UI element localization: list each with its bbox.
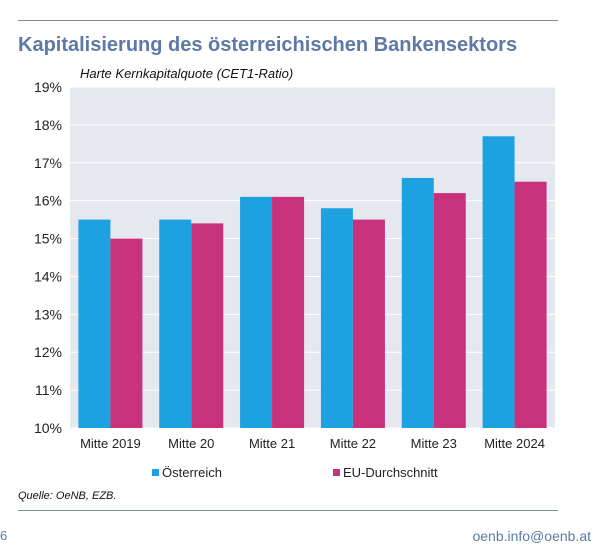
y-axis-ticks: 10% 11% 12% 13% 14% 15% 16% 17% 18% 19% <box>34 79 62 436</box>
y-tick-label: 13% <box>34 306 62 322</box>
bars <box>78 136 547 428</box>
x-axis-categories: Mitte 2019 Mitte 20 Mitte 21 Mitte 22 Mitte … <box>80 436 545 451</box>
y-tick-label: 19% <box>34 79 62 95</box>
y-tick-label: 11% <box>35 382 62 398</box>
bottom-rule <box>18 510 558 511</box>
y-tick-label: 10% <box>34 420 62 436</box>
chart-subtitle: Harte Kernkapitalquote (CET1-Ratio) <box>80 66 294 81</box>
y-tick-label: 16% <box>34 193 62 209</box>
x-category-label: Mitte 2019 <box>80 436 141 451</box>
x-category-label: Mitte 20 <box>168 436 214 451</box>
y-tick-label: 14% <box>34 268 62 284</box>
bar-oesterreich <box>401 177 434 428</box>
legend-label-eu-durchschnitt: EU-Durchschnitt <box>343 465 438 480</box>
bar-oesterreich <box>482 136 515 428</box>
x-category-label: Mitte 21 <box>249 436 295 451</box>
y-tick-label: 17% <box>34 155 62 171</box>
y-tick-label: 15% <box>34 231 62 247</box>
legend-label-oesterreich: Österreich <box>162 465 222 480</box>
x-category-label: Mitte 23 <box>411 436 457 451</box>
bar-oesterreich <box>240 196 273 428</box>
bar-oesterreich <box>78 219 111 428</box>
top-rule <box>18 20 558 21</box>
legend-item-oesterreich: Österreich <box>152 465 222 480</box>
y-tick-label: 18% <box>34 117 62 133</box>
legend-swatch-oesterreich <box>152 469 159 476</box>
legend-item-eu-durchschnitt: EU-Durchschnitt <box>333 465 438 480</box>
x-category-label: Mitte 22 <box>330 436 376 451</box>
gridlines <box>70 86 555 429</box>
y-tick-label: 12% <box>34 344 62 360</box>
bar-eu-durchschnitt <box>514 181 547 428</box>
bar-eu-durchschnitt <box>191 223 224 428</box>
bar-oesterreich <box>320 208 353 428</box>
plot-background <box>70 87 555 428</box>
page-number: 6 <box>0 528 8 543</box>
bar-eu-durchschnitt <box>352 219 385 428</box>
legend-swatch-eu-durchschnitt <box>333 469 340 476</box>
bar-eu-durchschnitt <box>110 238 143 428</box>
bar-chart: 10%11%12%13%14%15%16%17%18%19% Mitte 201… <box>34 79 555 451</box>
contact-email[interactable]: oenb.info@oenb.at <box>472 528 591 544</box>
page-title: Kapitalisierung des österreichischen Ban… <box>18 34 518 56</box>
bar-oesterreich <box>159 219 192 428</box>
bar-eu-durchschnitt <box>272 196 305 428</box>
x-category-label: Mitte 2024 <box>484 436 545 451</box>
bar-eu-durchschnitt <box>433 193 466 428</box>
source-note: Quelle: OeNB, EZB. <box>18 490 117 502</box>
